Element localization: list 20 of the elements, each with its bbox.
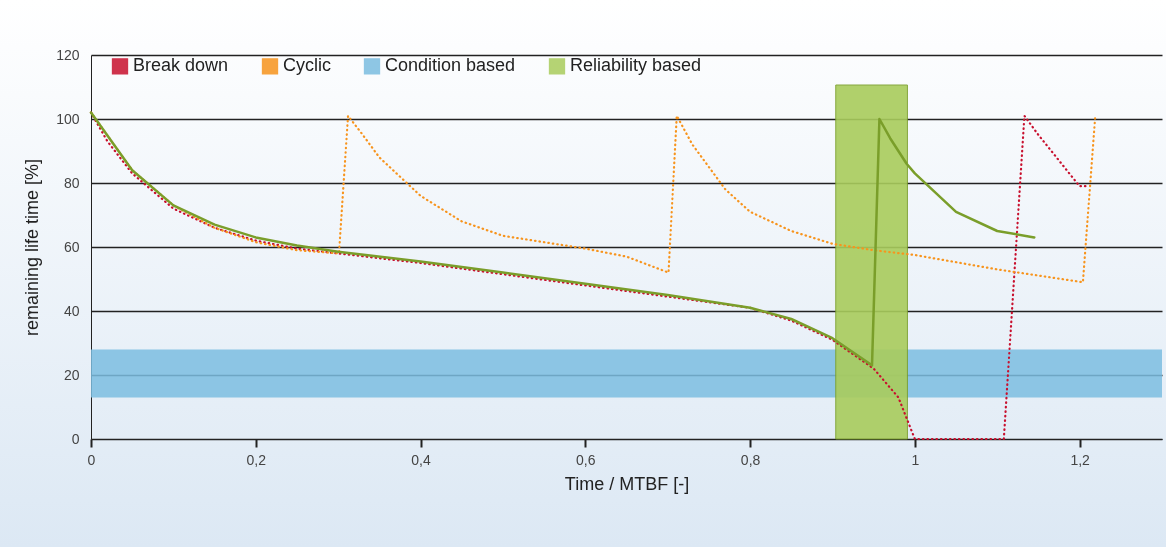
y-tick-label: 40 [63, 302, 80, 319]
y-tick-label: 100 [56, 110, 80, 127]
x-tick-label: 0,6 [576, 451, 596, 468]
y-tick-label: 80 [63, 174, 80, 191]
y-axis-title: remaining life time [%] [22, 158, 43, 337]
x-tick-label: 0,2 [246, 451, 267, 468]
legend-label: Reliability based [570, 55, 702, 76]
x-tick-label: 1,2 [1070, 451, 1091, 468]
legend-label: Break down [133, 55, 229, 76]
legend-label: Condition based [385, 55, 516, 76]
x-axis-title: Time / MTBF [-] [564, 473, 690, 494]
x-tick-label: 0,8 [740, 451, 761, 468]
x-tick-label: 1 [911, 451, 920, 468]
legend-label: Cyclic [283, 55, 331, 76]
y-tick-label: 0 [71, 430, 80, 447]
x-tick-label: 0 [87, 451, 96, 468]
x-tick-label: 0,4 [411, 451, 431, 468]
y-tick-label: 60 [63, 238, 80, 255]
y-tick-label: 20 [63, 366, 80, 383]
y-tick-label: 120 [56, 46, 80, 63]
